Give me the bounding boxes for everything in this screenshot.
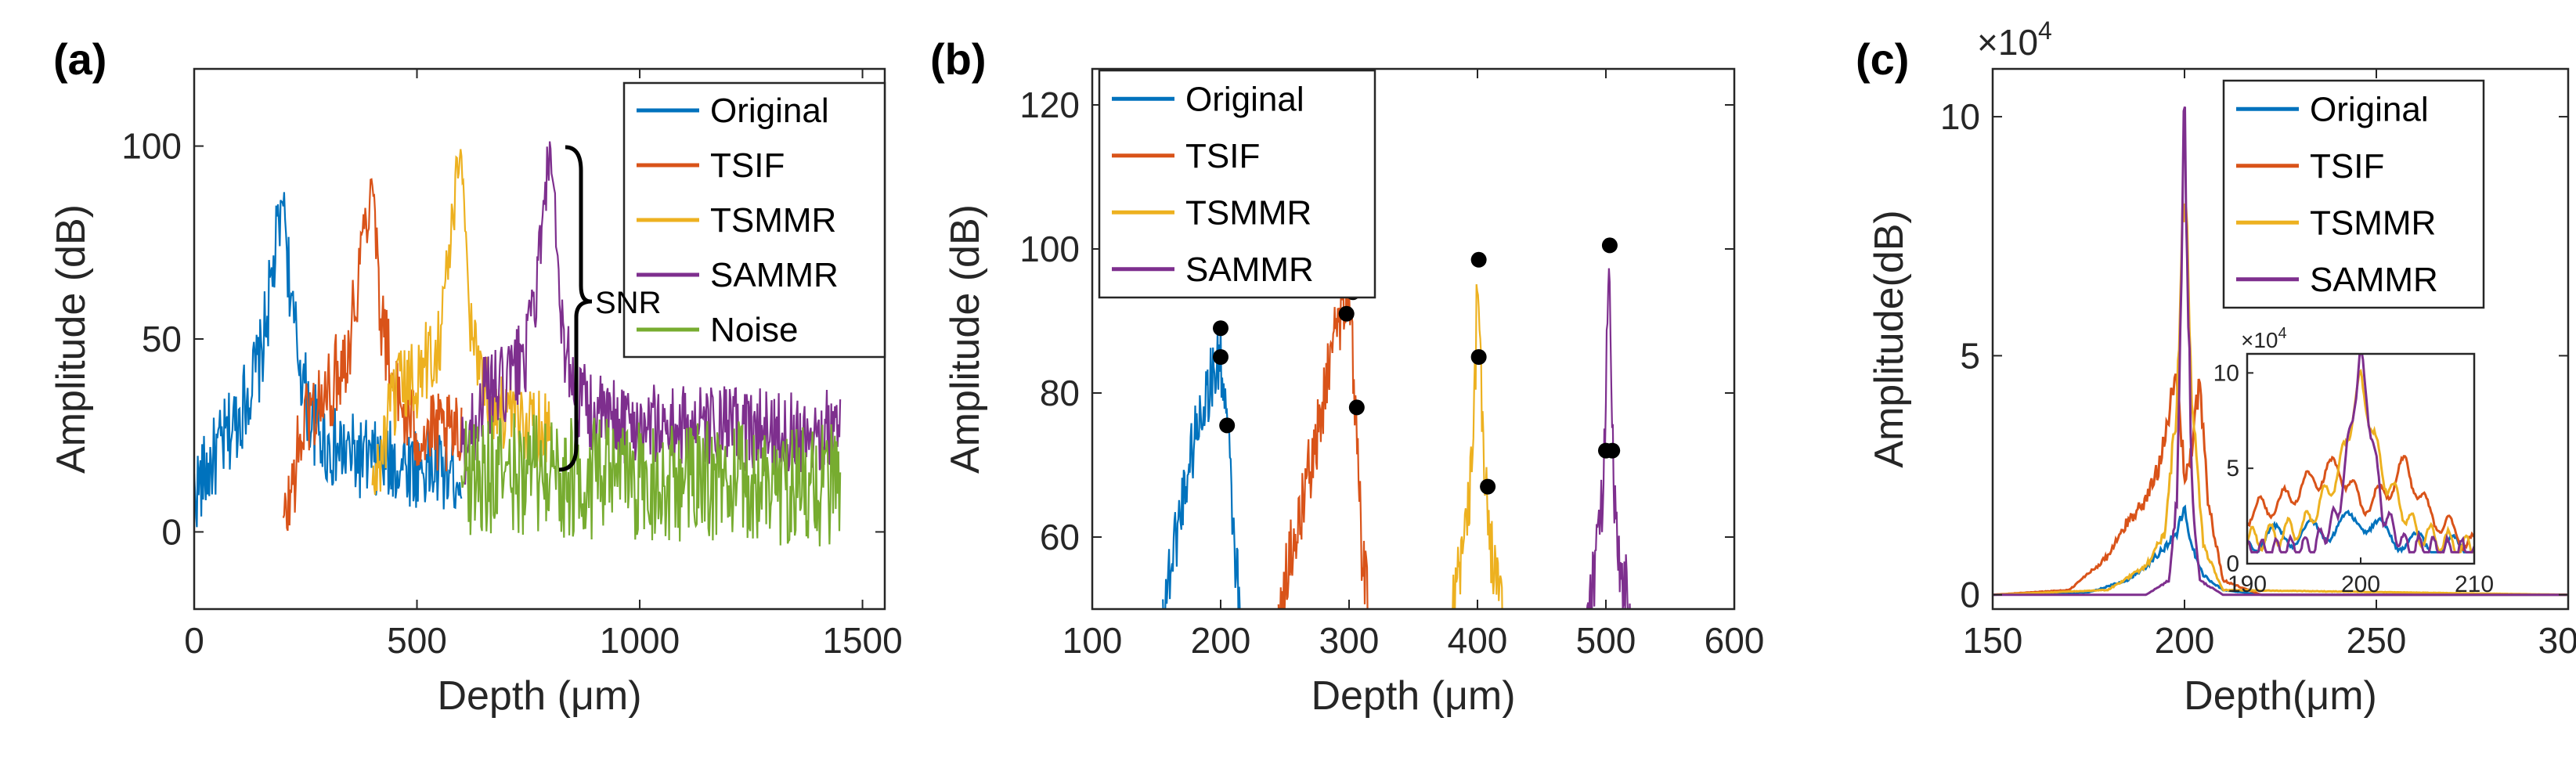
y-tick-label: 100 xyxy=(1019,229,1080,269)
x-tick-label: 300 xyxy=(1319,620,1380,661)
series-tsmmr xyxy=(371,149,552,496)
panel-label: (a) xyxy=(53,34,106,84)
x-tick-label: 400 xyxy=(1448,620,1508,661)
data-marker xyxy=(1213,320,1228,337)
panel-label: (c) xyxy=(1856,34,1909,84)
y-axis-label: Amplitude (dB) xyxy=(943,204,988,474)
y-tick-label: 80 xyxy=(1040,373,1080,413)
y-tick-label: 0 xyxy=(161,511,182,552)
y-tick-label: 5 xyxy=(1960,335,1980,376)
inset-x-tick-label: 210 xyxy=(2455,571,2494,597)
x-tick-label: 1500 xyxy=(822,620,902,661)
panel-c: (c) 150 200 250 300 0 5 10 Depth(μm) Amplitude(dB… xyxy=(1856,16,2576,719)
y-tick-label: 50 xyxy=(142,319,182,359)
y-tick-label: 100 xyxy=(121,126,182,167)
axes-box xyxy=(1991,67,2570,611)
legend-entry-sammr: SAMMR xyxy=(2310,261,2438,299)
x-tick-label: 500 xyxy=(1576,620,1636,661)
legend-box xyxy=(1098,69,1376,299)
plot-area xyxy=(194,141,842,546)
legend-entry-original: Original xyxy=(710,92,829,130)
y-axis-label: Amplitude (dB) xyxy=(49,204,94,474)
panel-label: (b) xyxy=(930,34,987,84)
legend-entry-noise: Noise xyxy=(710,311,799,349)
inset-y-tick-label: 0 xyxy=(2226,551,2239,577)
y-tick-label: 60 xyxy=(1040,517,1080,557)
inset-plot-area xyxy=(2247,354,2474,554)
legend-entry-original: Original xyxy=(2310,90,2429,128)
data-marker xyxy=(1338,305,1355,322)
inset-series-original xyxy=(2247,509,2474,554)
inset-x-tick-label: 190 xyxy=(2228,571,2267,597)
legend-entry-tsif: TSIF xyxy=(1185,137,1260,175)
series-noise xyxy=(460,413,842,546)
x-axis-label: Depth (μm) xyxy=(437,673,641,719)
y-tick-label: 10 xyxy=(1940,96,1980,137)
x-tick-label: 300 xyxy=(2538,620,2576,661)
series-sammr xyxy=(1993,106,2567,597)
y-axis-label: Amplitude(dB) xyxy=(1867,210,1912,467)
series-tsif xyxy=(282,178,463,532)
x-tick-label: 1000 xyxy=(600,620,680,661)
x-axis-label: Depth (μm) xyxy=(1311,673,1515,719)
series-sammr xyxy=(460,141,842,485)
legend-entry-sammr: SAMMR xyxy=(710,256,839,294)
series-tsmmr xyxy=(1452,283,1503,609)
legend-entry-tsmmr: TSMMR xyxy=(710,201,836,240)
data-marker xyxy=(1213,349,1228,365)
legend-box xyxy=(2222,79,2485,309)
axes-box xyxy=(1091,67,1736,611)
snr-annotation: SNR xyxy=(595,286,661,320)
snr-brace-bottom xyxy=(558,299,593,472)
inset-y-tick-label: 10 xyxy=(2213,360,2239,386)
x-tick-label: 200 xyxy=(1191,620,1251,661)
x-tick-label: 500 xyxy=(387,620,447,661)
plot-area xyxy=(1993,106,2567,597)
legend-entry-tsif: TSIF xyxy=(710,146,785,185)
data-marker xyxy=(1480,478,1496,495)
x-tick-label: 250 xyxy=(2347,620,2407,661)
legend-entry-tsmmr: TSMMR xyxy=(2310,204,2436,242)
x-axis-label: Depth(μm) xyxy=(2184,673,2377,719)
data-marker xyxy=(1604,442,1621,459)
y-tick-label: 120 xyxy=(1019,85,1080,125)
legend-entry-sammr: SAMMR xyxy=(1185,251,1314,289)
panel-b: (b) 100 200 300 400 500 600 60 80 100 120 Depth (μm… xyxy=(930,34,1764,719)
x-tick-label: 200 xyxy=(2155,620,2215,661)
legend-entry-original: Original xyxy=(1185,80,1304,118)
x-tick-label: 0 xyxy=(184,620,204,661)
inset-series-tsif xyxy=(2247,455,2474,552)
legend-entry-tsmmr: TSMMR xyxy=(1185,193,1311,232)
plot-area xyxy=(1162,265,1631,609)
series-tsmmr xyxy=(1993,201,2567,597)
data-marker xyxy=(1219,417,1236,434)
exponent-label: ×104 xyxy=(1977,16,2052,63)
series-tsif xyxy=(1277,265,1369,609)
panel-a: (a) 0 500 1000 1500 0 50 100 Depth (μm) Amplitude… xyxy=(49,34,903,719)
series-original xyxy=(1162,325,1241,609)
data-marker xyxy=(1470,251,1487,268)
x-tick-label: 600 xyxy=(1705,620,1765,661)
legend: Original TSIF TSMMR SAMMR xyxy=(1098,69,1376,299)
x-tick-label: 150 xyxy=(1963,620,2023,661)
series-sammr xyxy=(1586,268,1631,609)
inset-series-sammr xyxy=(2247,354,2474,553)
snr-brace-top xyxy=(565,145,591,304)
y-tick-label: 0 xyxy=(1960,575,1980,615)
legend: Original TSIF TSMMR SAMMR Noise xyxy=(622,81,886,359)
inset-y-tick-label: 5 xyxy=(2226,456,2239,481)
data-marker xyxy=(1348,399,1365,416)
inset-exponent-label: ×104 xyxy=(2241,325,2287,352)
x-tick-label: 100 xyxy=(1063,620,1123,661)
inset-chart: 190 200 210 0 5 10×104 xyxy=(2213,325,2494,597)
legend: Original TSIF TSMMR SAMMR xyxy=(2222,79,2485,309)
data-marker xyxy=(1601,237,1618,254)
inset-x-tick-label: 200 xyxy=(2341,571,2380,597)
legend-entry-tsif: TSIF xyxy=(2310,147,2384,186)
data-marker xyxy=(1470,349,1487,365)
